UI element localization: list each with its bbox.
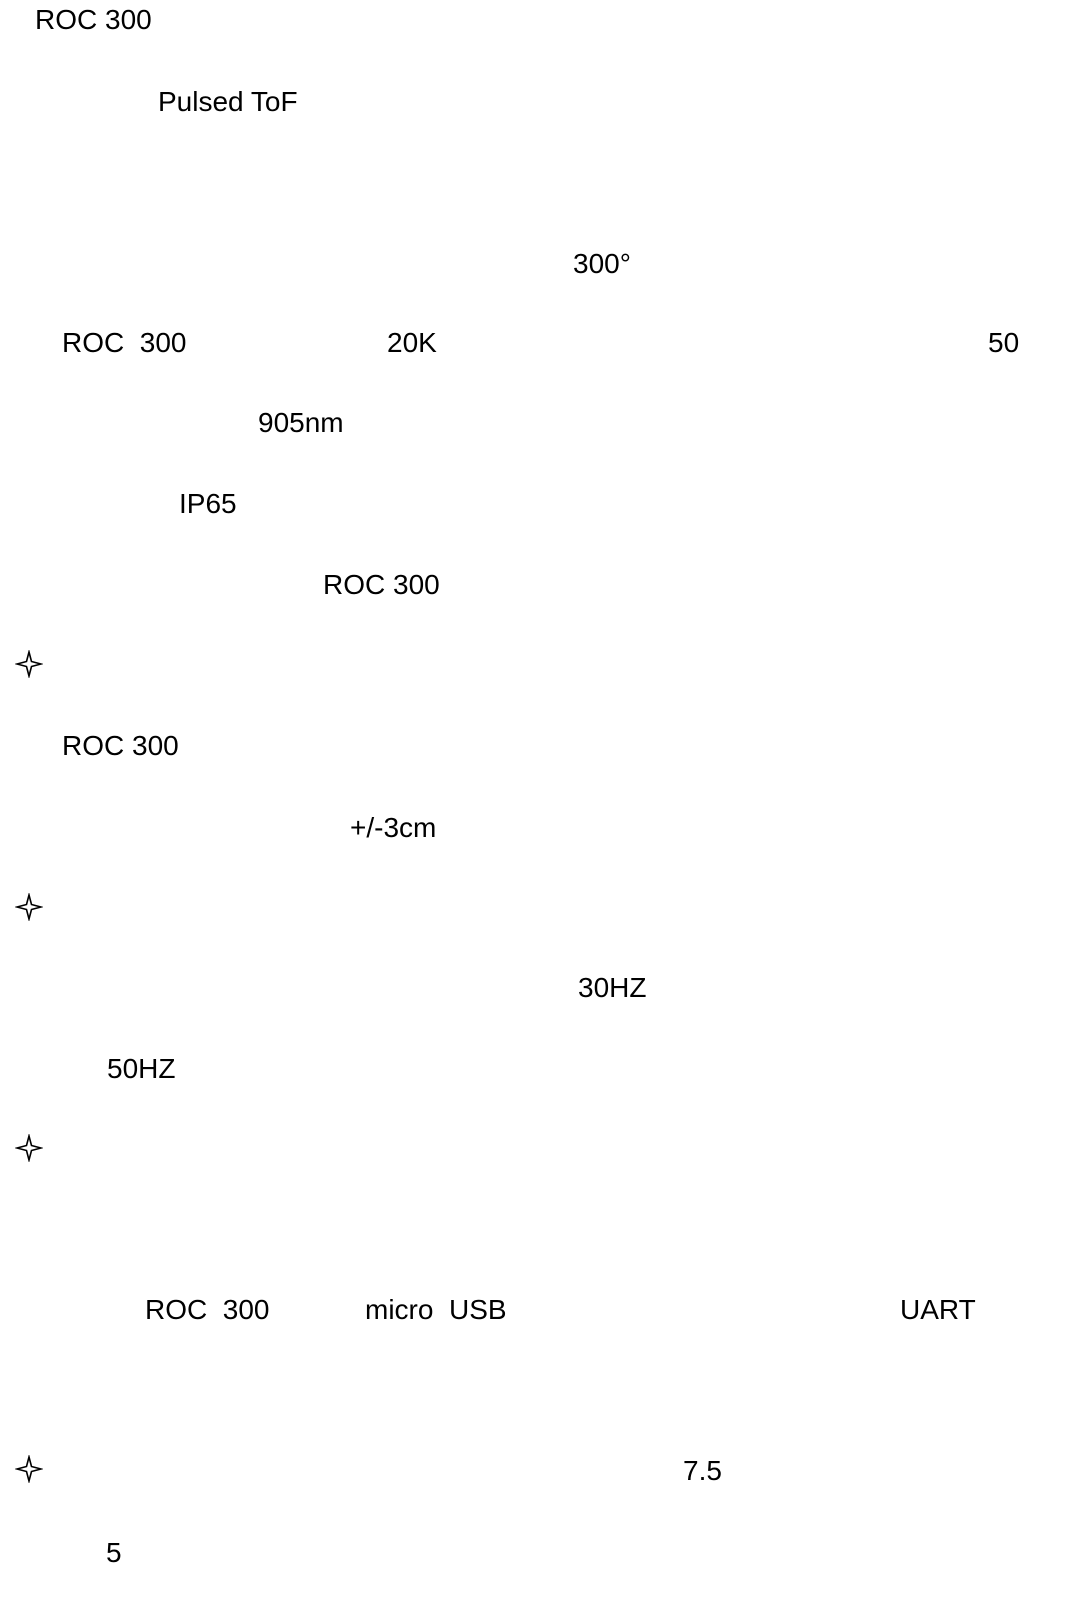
text-50: 50 [988, 327, 1020, 358]
text-pulsed-tof: Pulsed ToF [158, 86, 298, 117]
text-roc300-b: ROC 300 [323, 569, 440, 600]
four-point-star-outline-icon [15, 650, 43, 678]
text-5: 5 [106, 1537, 122, 1568]
four-point-star-outline-icon [15, 1134, 43, 1162]
text-roc300-a: ROC 300 [62, 327, 187, 358]
four-point-star-outline-icon [15, 893, 43, 921]
text-roc300-title: ROC 300 [35, 4, 152, 35]
text-accuracy: +/-3cm [350, 812, 437, 843]
text-30hz: 30HZ [578, 972, 647, 1003]
text-uart: UART [900, 1294, 976, 1325]
text-roc300-d: ROC 300 [145, 1294, 270, 1325]
text-300-degree: 300° [573, 248, 631, 279]
text-roc300-c: ROC 300 [62, 730, 179, 761]
text-20k: 20K [387, 327, 437, 358]
text-ip65: IP65 [179, 488, 237, 519]
text-micro-usb: micro USB [365, 1294, 507, 1325]
four-point-star-outline-icon [15, 1455, 43, 1483]
text-7-5: 7.5 [683, 1455, 722, 1486]
text-50hz: 50HZ [107, 1053, 176, 1084]
text-905nm: 905nm [258, 407, 344, 438]
